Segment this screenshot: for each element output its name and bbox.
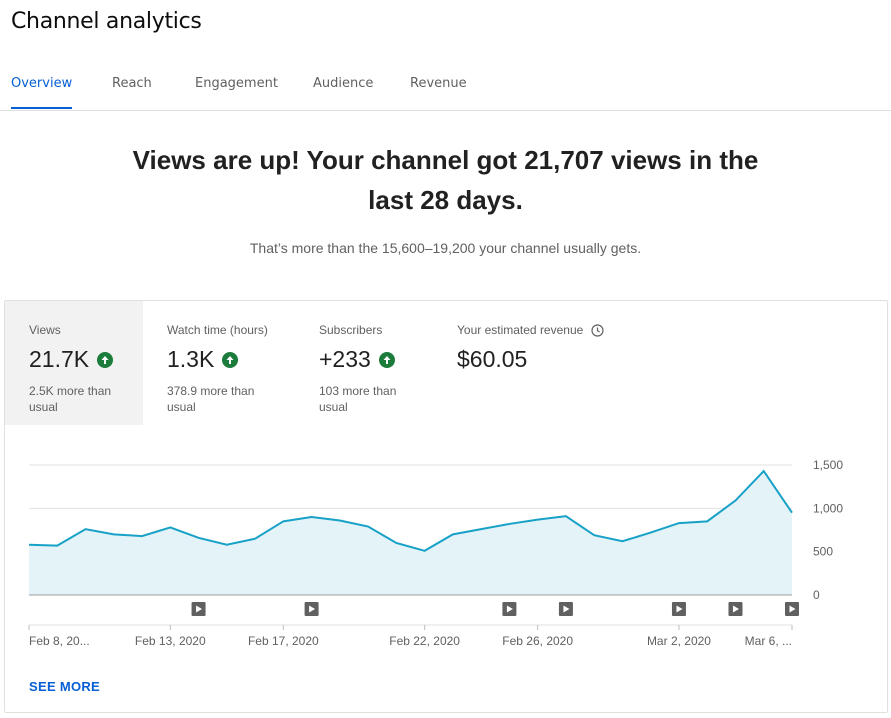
metric-note-line: usual	[29, 400, 58, 414]
metric-label-text: Views	[29, 323, 61, 337]
trend-up-icon	[97, 351, 114, 368]
metric-label-text: Watch time (hours)	[167, 323, 268, 337]
metric-watch-time[interactable]: Watch time (hours) 1.3K 378.9 more than …	[143, 301, 295, 425]
metric-note: 103 more than usual	[319, 383, 429, 415]
chart-baseline	[29, 594, 792, 626]
tab-overview[interactable]: Overview	[11, 76, 73, 109]
analytics-card: Views 21.7K 2.5K more than usual Watch t…	[4, 300, 888, 713]
metric-value: 21.7K	[29, 346, 90, 372]
trend-up-icon	[222, 351, 239, 368]
metric-note: 2.5K more than usual	[29, 383, 139, 415]
summary-headline: Views are up! Your channel got 21,707 vi…	[120, 140, 771, 220]
y-tick-label: 0	[813, 588, 820, 602]
page-title: Channel analytics	[11, 9, 202, 34]
metric-value: +233	[319, 346, 371, 372]
metric-estimated-revenue[interactable]: Your estimated revenue $60.05	[433, 301, 633, 425]
chart-area	[29, 471, 792, 595]
clock-icon	[591, 323, 604, 337]
chart-line	[28, 469, 793, 552]
x-tick-label: Feb 17, 2020	[248, 634, 319, 648]
y-tick-label: 1,000	[813, 501, 843, 515]
x-tick-label: Mar 6, ...	[745, 634, 792, 648]
metric-label: Your estimated revenue	[457, 323, 633, 337]
metric-note-line: usual	[167, 400, 196, 414]
video-marker-icon[interactable]	[558, 602, 573, 616]
metric-label: Watch time (hours)	[167, 323, 295, 337]
video-marker-icon[interactable]	[728, 602, 743, 616]
metric-note-line: 103 more than	[319, 384, 397, 398]
x-tick-label: Feb 22, 2020	[389, 634, 460, 648]
chart-x-ticks: Feb 8, 20... Feb 13, 2020 Feb 17, 2020 Feb …	[28, 625, 793, 648]
video-marker-icon[interactable]	[502, 602, 517, 616]
metric-label: Subscribers	[319, 323, 433, 337]
tab-revenue[interactable]: Revenue	[410, 76, 467, 91]
tab-reach[interactable]: Reach	[112, 76, 152, 91]
x-tick-label: Mar 2, 2020	[647, 634, 711, 648]
metric-label: Views	[29, 323, 143, 337]
see-more-button[interactable]: SEE MORE	[29, 679, 101, 694]
metric-note-line: 2.5K more than	[29, 384, 112, 398]
x-tick-label: Feb 26, 2020	[502, 634, 573, 648]
video-marker-icon[interactable]	[785, 602, 799, 616]
metric-value: $60.05	[457, 346, 528, 372]
metric-views[interactable]: Views 21.7K 2.5K more than usual	[5, 301, 143, 425]
trend-up-icon	[378, 351, 395, 368]
metric-note-line: usual	[319, 400, 348, 414]
x-tick-label: Feb 8, 20...	[29, 634, 90, 648]
chart-y-ticks: 0 500 1,000 1,500	[813, 458, 843, 602]
tab-engagement[interactable]: Engagement	[195, 76, 278, 91]
y-tick-label: 1,500	[813, 458, 843, 472]
metric-subscribers[interactable]: Subscribers +233 103 more than usual	[295, 301, 433, 425]
summary-headline-line1: Views are up! Your channel got 21,707 vi…	[132, 145, 759, 175]
metric-value: 1.3K	[167, 346, 215, 372]
video-marker-icon[interactable]	[304, 602, 319, 616]
metric-note: 378.9 more than usual	[167, 383, 277, 415]
chart-video-markers[interactable]	[191, 602, 799, 616]
metric-note-line: 378.9 more than	[167, 384, 255, 398]
metric-label-text: Your estimated revenue	[457, 323, 584, 337]
video-marker-icon[interactable]	[191, 602, 206, 616]
tab-bar: Overview Reach Engagement Audience Reven…	[0, 72, 891, 111]
x-tick-label: Feb 13, 2020	[135, 634, 206, 648]
video-marker-icon[interactable]	[671, 602, 686, 616]
tab-audience[interactable]: Audience	[313, 76, 374, 91]
y-tick-label: 500	[813, 545, 833, 559]
metric-label-text: Subscribers	[319, 323, 383, 337]
summary-headline-line2: last 28 days.	[368, 185, 523, 215]
summary-subline: That’s more than the 15,600–19,200 your …	[249, 240, 642, 256]
